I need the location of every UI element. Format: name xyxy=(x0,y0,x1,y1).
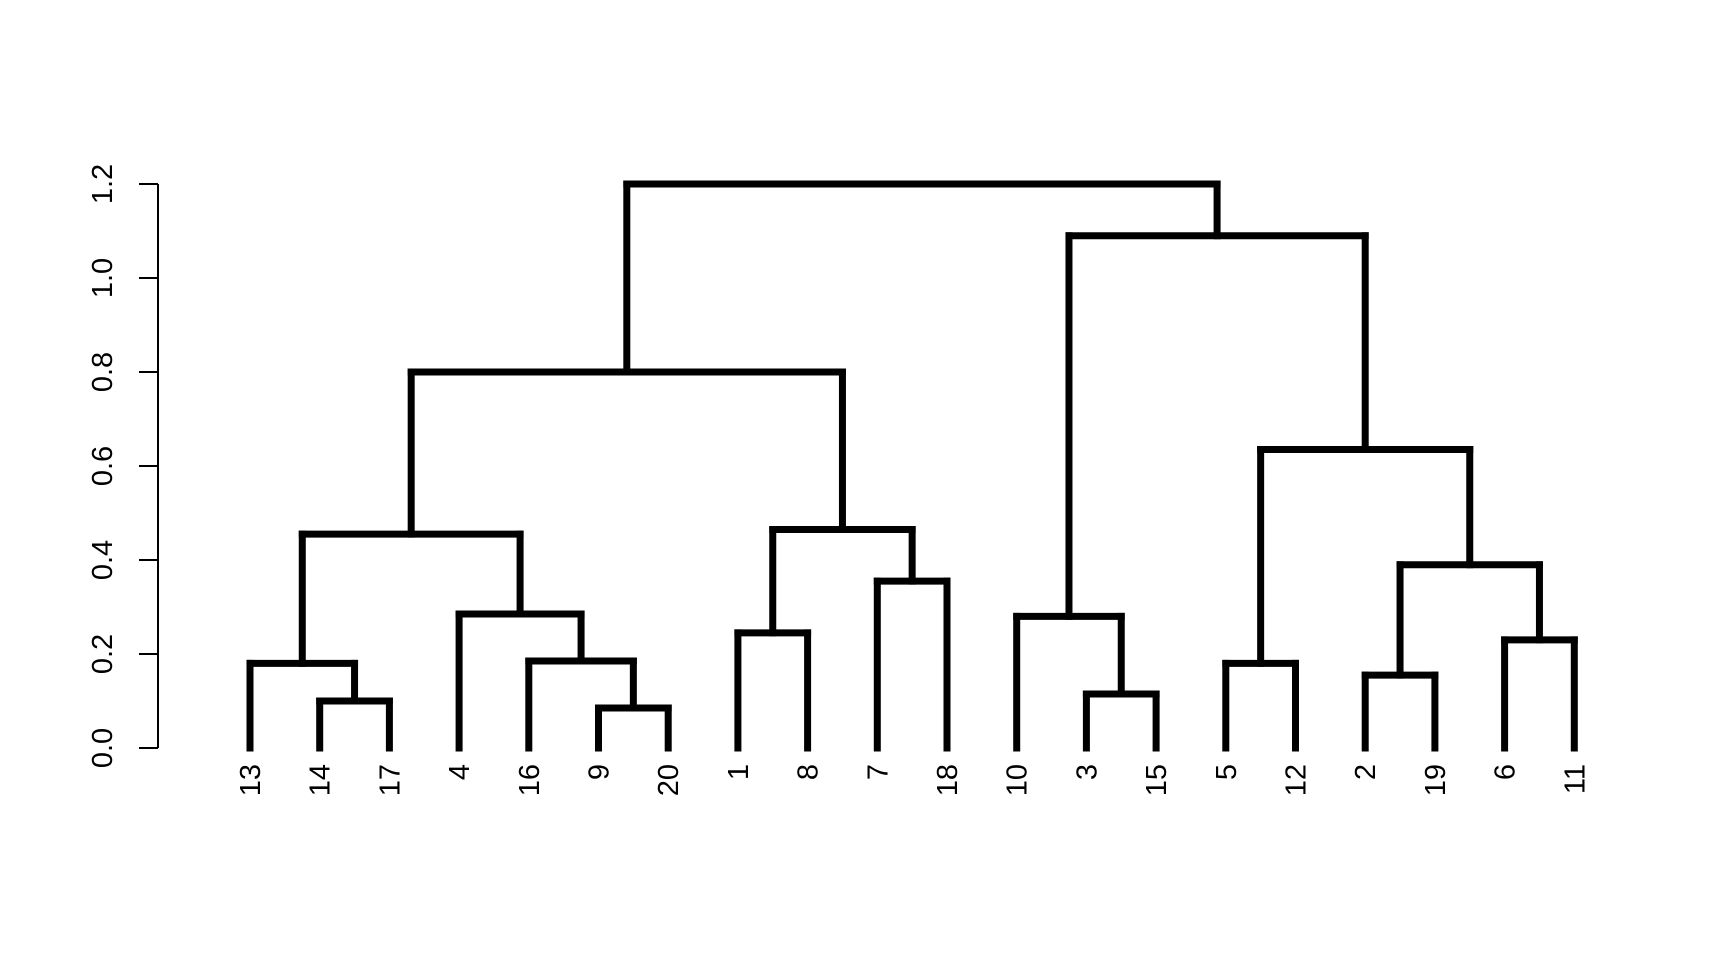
leaf-label-2: 2 xyxy=(1350,764,1382,780)
leaf-label-4: 4 xyxy=(444,764,476,780)
leaf-label-8: 8 xyxy=(793,764,825,780)
leaf-label-3: 3 xyxy=(1071,764,1103,780)
y-tick-label-1: 0.2 xyxy=(87,634,119,674)
y-tick-label-0: 0.0 xyxy=(87,728,119,768)
y-axis: 0.0 0.2 0.4 0.6 0.8 1.0 1.2 xyxy=(87,164,159,768)
leaf-label-9: 9 xyxy=(584,764,616,780)
dendrogram-branches xyxy=(246,180,1578,752)
y-tick-label-4: 0.8 xyxy=(87,352,119,392)
leaf-label-18: 18 xyxy=(932,764,964,796)
leaf-label-19: 19 xyxy=(1420,764,1452,796)
leaf-label-14: 14 xyxy=(305,764,337,796)
leaf-label-11: 11 xyxy=(1559,764,1591,794)
leaf-label-17: 17 xyxy=(374,764,406,796)
leaf-label-12: 12 xyxy=(1281,764,1313,796)
leaf-label-5: 5 xyxy=(1211,764,1243,780)
leaf-label-10: 10 xyxy=(1002,764,1034,796)
y-tick-label-2: 0.4 xyxy=(87,540,119,580)
y-tick-label-3: 0.6 xyxy=(87,446,119,486)
leaf-label-1: 1 xyxy=(723,764,755,780)
leaf-label-15: 15 xyxy=(1141,764,1173,796)
y-tick-label-6: 1.2 xyxy=(87,164,119,204)
y-tick-label-5: 1.0 xyxy=(87,258,119,298)
leaf-label-20: 20 xyxy=(653,764,685,796)
leaf-label-6: 6 xyxy=(1490,764,1522,780)
leaf-label-16: 16 xyxy=(514,764,546,796)
leaf-labels: 13 14 17 4 16 9 20 1 8 7 18 10 3 15 5 12 2 19 6 11 xyxy=(235,764,1591,796)
leaf-label-13: 13 xyxy=(235,764,267,796)
leaf-label-7: 7 xyxy=(862,764,894,780)
